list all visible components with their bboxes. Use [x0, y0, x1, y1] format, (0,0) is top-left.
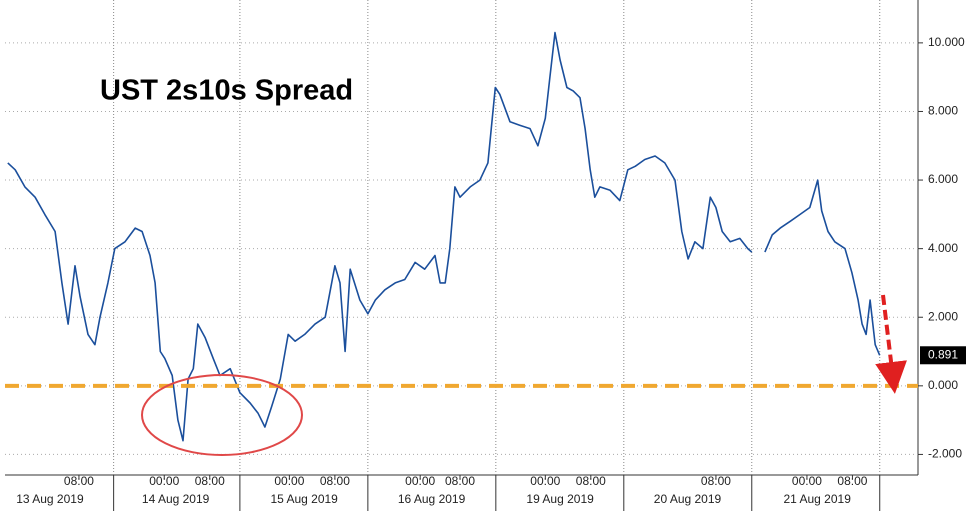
x-tick-label: 08:00 [195, 474, 225, 488]
date-label: 21 Aug 2019 [783, 492, 851, 506]
x-tick-label: 00:00 [792, 474, 822, 488]
date-label: 19 Aug 2019 [526, 492, 594, 506]
x-tick-label: 00:00 [530, 474, 560, 488]
last-value-label: 0.891 [928, 347, 958, 361]
x-tick-label: 08:00 [837, 474, 867, 488]
last-value-box [920, 346, 966, 365]
x-tick-label: 08:00 [64, 474, 94, 488]
down-arrow [875, 294, 907, 394]
date-label: 20 Aug 2019 [654, 492, 722, 506]
y-tick-label: 8.000 [928, 104, 958, 118]
y-tick-label: 6.000 [928, 172, 958, 186]
x-tick-label: 08:00 [445, 474, 475, 488]
y-tick-label: -2.000 [928, 447, 962, 461]
chart-title: UST 2s10s Spread [100, 75, 353, 107]
x-tick-label: 08:00 [320, 474, 350, 488]
y-tick-label: 0.000 [928, 378, 958, 392]
y-tick-label: 10.000 [928, 35, 965, 49]
date-label: 13 Aug 2019 [16, 492, 84, 506]
x-tick-label: 00:00 [274, 474, 304, 488]
x-tick-label: 00:00 [149, 474, 179, 488]
y-tick-label: 4.000 [928, 241, 958, 255]
x-tick-label: 08:00 [576, 474, 606, 488]
date-label: 14 Aug 2019 [142, 492, 210, 506]
highlight-ellipse [141, 374, 303, 456]
date-label: 15 Aug 2019 [270, 492, 338, 506]
date-label: 16 Aug 2019 [398, 492, 466, 506]
series-line [7, 31, 881, 442]
y-tick-label: 2.000 [928, 309, 958, 323]
x-tick-label: 00:00 [405, 474, 435, 488]
x-tick-label: 08:00 [701, 474, 731, 488]
